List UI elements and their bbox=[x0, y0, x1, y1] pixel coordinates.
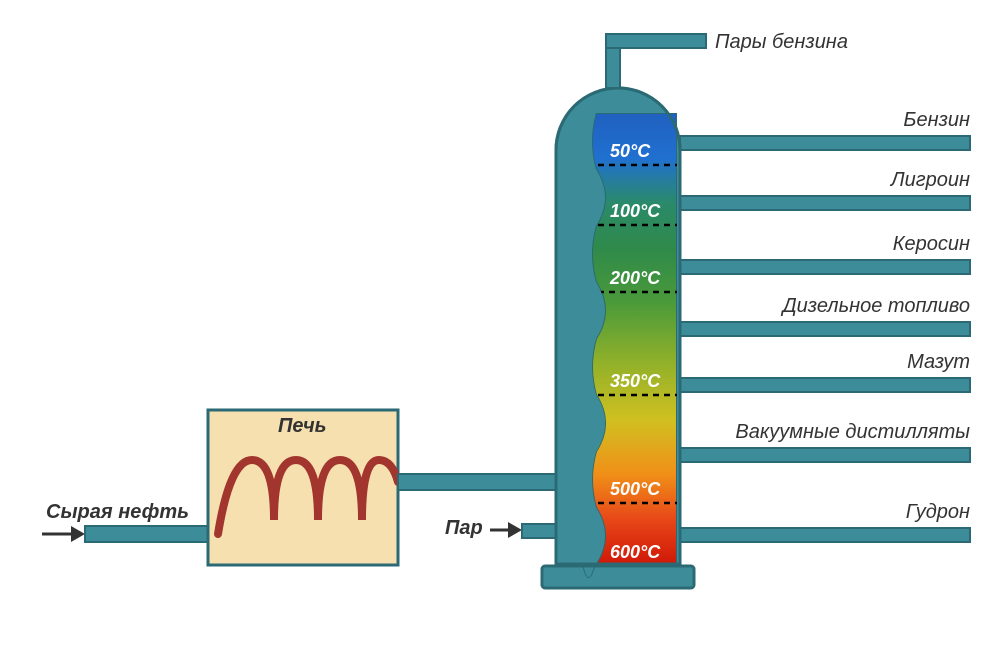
crude-oil-label: Сырая нефть bbox=[46, 501, 189, 523]
outlet-pipe bbox=[680, 378, 970, 392]
outlet-label: Керосин bbox=[893, 233, 970, 255]
steam-pipe bbox=[522, 524, 556, 538]
furnace-label: Печь bbox=[278, 415, 327, 437]
outlet-pipe bbox=[680, 528, 970, 542]
outlet-pipe bbox=[680, 196, 970, 210]
plate-temp: 500°C bbox=[610, 479, 661, 499]
outlet-pipe bbox=[680, 448, 970, 462]
plate-temp: 350°C bbox=[610, 371, 661, 391]
column-base bbox=[542, 566, 694, 588]
vapor-elbow bbox=[606, 34, 706, 48]
crude-pipe bbox=[85, 526, 208, 542]
outlet-label: Вакуумные дистилляты bbox=[735, 421, 970, 443]
plate-temp: 100°C bbox=[610, 201, 661, 221]
feed-pipe bbox=[398, 474, 556, 490]
steam-label: Пар bbox=[445, 517, 483, 539]
outlet-label: Гудрон bbox=[906, 501, 970, 523]
outlet-label: Дизельное топливо bbox=[781, 295, 970, 317]
distillation-diagram: Сырая нефть Печь Пар Бензин Лигроин Керосин Ди… bbox=[0, 0, 1000, 648]
outlet-pipe bbox=[680, 322, 970, 336]
outlet-label: Мазут bbox=[907, 351, 970, 373]
vapor-label: Пары бензина bbox=[715, 31, 848, 53]
outlet-label: Лигроин bbox=[889, 169, 970, 191]
outlet-label: Бензин bbox=[903, 109, 970, 131]
plate-temp: 50°C bbox=[610, 141, 651, 161]
plate-temp: 600°C bbox=[610, 542, 661, 562]
outlet-pipe bbox=[680, 260, 970, 274]
plate-temp: 200°C bbox=[609, 268, 661, 288]
outlet-pipe bbox=[680, 136, 970, 150]
